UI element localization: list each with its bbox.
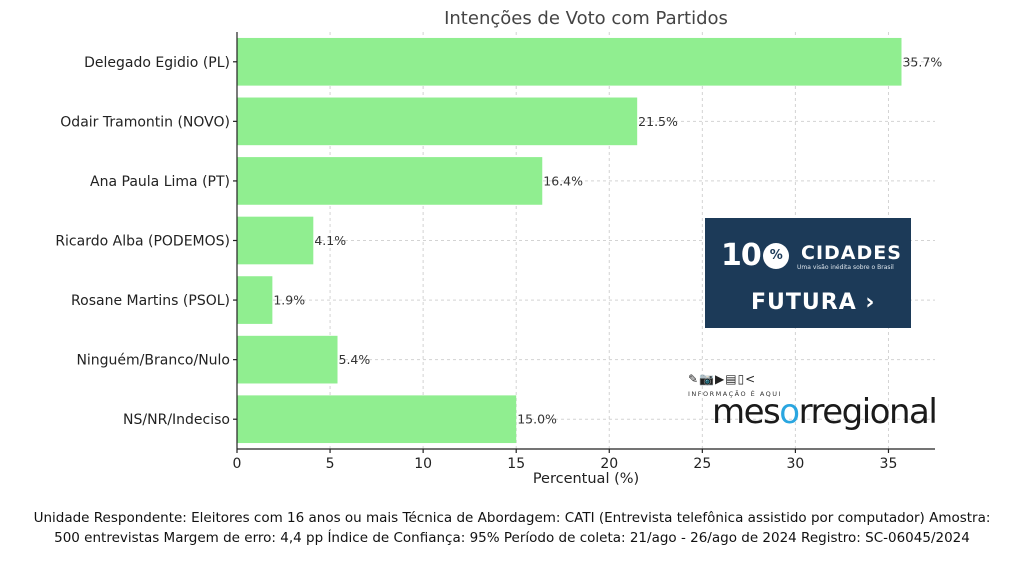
axes: 0 5 10 15 20 25 30 35 Delegado Egidio (PL) Odair … [55,32,935,472]
y-tick-label: Rosane Martins (PSOL) [71,293,230,309]
x-tick-label: 10 [414,456,432,472]
footnote-line-2: 500 entrevistas Margem de erro: 4,4 pp Í… [54,530,970,546]
bar-value-label: 15.0% [517,412,557,427]
bar-value-label: 4.1% [314,233,346,248]
bar [237,37,902,86]
mesoregional-logo: mesorregional [712,392,938,432]
y-tick-label: Delegado Egidio (PL) [84,55,230,71]
bar [237,157,543,205]
bar [237,97,638,146]
bar [237,216,314,265]
cem-cidades-futura-logo: 10% CIDADES Uma visão inédita sobre o Br… [705,218,911,328]
x-tick-label: 15 [507,456,525,472]
logo-percent-circle: % [762,242,789,269]
x-tick-label: 30 [786,456,804,472]
bar-value-label: 1.9% [273,293,305,308]
bar-value-label: 5.4% [339,352,371,367]
y-tick-label: Ana Paula Lima (PT) [90,174,230,190]
bar [237,276,273,324]
media-icons: ✎📷▶▤▯< [688,372,757,386]
bar [237,335,338,384]
bar-value-label: 21.5% [638,114,678,129]
y-tick-label: Odair Tramontin (NOVO) [60,114,230,130]
logo-cidades-word: CIDADES [801,242,902,264]
x-tick-label: 0 [233,456,242,472]
footnote-line-1: Unidade Respondente: Eleitores com 16 an… [33,510,991,526]
x-tick-label: 25 [693,456,711,472]
logo-100-number: 10 [721,238,762,273]
bar-value-label: 35.7% [902,54,942,69]
x-tick-label: 20 [600,456,618,472]
y-tick-label: Ricardo Alba (PODEMOS) [55,234,230,250]
y-tick-label: Ninguém/Branco/Nulo [76,353,230,369]
x-axis-label: Percentual (%) [533,471,639,487]
x-tick-label: 35 [880,456,898,472]
bars: 35.7% 21.5% 16.4% 4.1% 1.9% 5.4% 15.0% [237,37,942,444]
bar [237,395,517,444]
y-tick-label: NS/NR/Indeciso [123,412,230,428]
chart-title: Intenções de Voto com Partidos [444,8,728,29]
bar-value-label: 16.4% [543,173,583,188]
x-tick-label: 5 [326,456,335,472]
map-pin-icon: o [779,392,800,432]
logo-futura-word: FUTURA › [751,290,876,315]
mesoregional-tagline: INFORMAÇÃO É AQUI [688,390,782,398]
methodology-footnote: Unidade Respondente: Eleitores com 16 an… [20,508,1004,548]
logo-tagline: Uma visão inédita sobre o Brasil [797,264,894,271]
logo-100-mark: 10% [721,238,789,273]
